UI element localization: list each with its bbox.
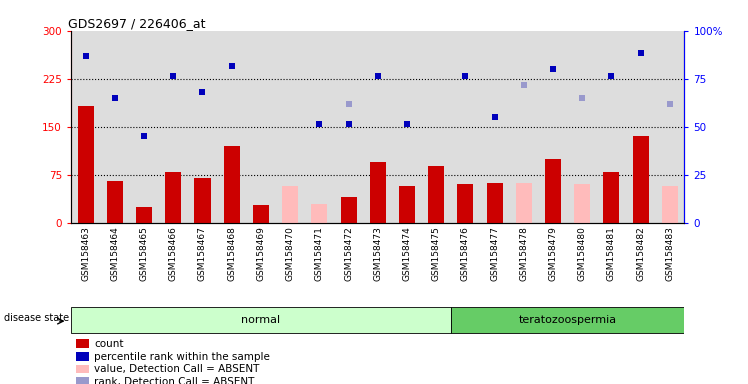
Bar: [568, 31, 597, 223]
Bar: [275, 31, 304, 223]
Text: GSM158466: GSM158466: [169, 227, 178, 281]
Bar: [363, 31, 393, 223]
Bar: [304, 31, 334, 223]
Bar: [71, 31, 100, 223]
Text: GSM158480: GSM158480: [577, 227, 586, 281]
Text: GSM158473: GSM158473: [373, 227, 382, 281]
Bar: [253, 205, 269, 223]
Text: GSM158483: GSM158483: [665, 227, 674, 281]
Bar: [422, 31, 451, 223]
Bar: [282, 185, 298, 223]
Bar: [626, 31, 655, 223]
Bar: [334, 31, 363, 223]
Bar: [393, 31, 422, 223]
Text: GSM158465: GSM158465: [140, 227, 149, 281]
Text: GSM158463: GSM158463: [82, 227, 91, 281]
Text: GSM158469: GSM158469: [257, 227, 266, 281]
Bar: [217, 31, 246, 223]
Legend: count, percentile rank within the sample, value, Detection Call = ABSENT, rank, : count, percentile rank within the sample…: [76, 339, 270, 384]
Bar: [509, 31, 539, 223]
Text: GSM158464: GSM158464: [111, 227, 120, 281]
Bar: [311, 204, 328, 223]
Bar: [224, 146, 239, 223]
Text: GSM158470: GSM158470: [286, 227, 295, 281]
Bar: [78, 106, 94, 223]
Bar: [370, 162, 386, 223]
Text: GSM158474: GSM158474: [402, 227, 411, 281]
Bar: [136, 207, 152, 223]
Bar: [597, 31, 626, 223]
Bar: [107, 181, 123, 223]
Bar: [194, 178, 210, 223]
Bar: [129, 31, 159, 223]
Bar: [246, 31, 275, 223]
Bar: [71, 307, 451, 333]
Bar: [480, 31, 509, 223]
Text: GSM158467: GSM158467: [198, 227, 207, 281]
Text: GSM158475: GSM158475: [432, 227, 441, 281]
Bar: [457, 184, 473, 223]
Bar: [399, 185, 415, 223]
Text: GSM158482: GSM158482: [636, 227, 645, 281]
Bar: [451, 31, 480, 223]
Bar: [633, 136, 649, 223]
Text: GSM158476: GSM158476: [461, 227, 470, 281]
Bar: [545, 159, 561, 223]
Bar: [486, 183, 503, 223]
Bar: [340, 197, 357, 223]
Text: GDS2697 / 226406_at: GDS2697 / 226406_at: [68, 17, 206, 30]
Text: GSM158472: GSM158472: [344, 227, 353, 281]
Bar: [574, 184, 590, 223]
Bar: [428, 166, 444, 223]
Text: disease state: disease state: [4, 313, 69, 323]
Bar: [604, 172, 619, 223]
Text: GSM158478: GSM158478: [519, 227, 528, 281]
Bar: [165, 172, 181, 223]
Bar: [159, 31, 188, 223]
Bar: [516, 183, 532, 223]
Text: GSM158471: GSM158471: [315, 227, 324, 281]
Text: GSM158479: GSM158479: [548, 227, 557, 281]
Bar: [451, 307, 684, 333]
Bar: [539, 31, 568, 223]
Bar: [188, 31, 217, 223]
Bar: [662, 185, 678, 223]
Text: GSM158468: GSM158468: [227, 227, 236, 281]
Text: teratozoospermia: teratozoospermia: [518, 314, 616, 325]
Bar: [100, 31, 129, 223]
Text: GSM158481: GSM158481: [607, 227, 616, 281]
Text: normal: normal: [242, 314, 280, 325]
Bar: [655, 31, 684, 223]
Text: GSM158477: GSM158477: [490, 227, 499, 281]
